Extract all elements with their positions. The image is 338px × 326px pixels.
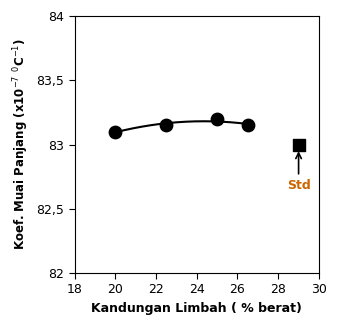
Point (214, 116, 220, 122)
Point (296, 142, 301, 147)
X-axis label: Kandungan Limbah ( % berat): Kandungan Limbah ( % berat) (91, 302, 302, 315)
Point (164, 123, 169, 128)
Text: Std: Std (287, 179, 311, 192)
Y-axis label: Koef. Muai Panjang (x10$^{-7}$ $^0$C$^{-1}$): Koef. Muai Panjang (x10$^{-7}$ $^0$C$^{-… (11, 38, 31, 250)
Point (113, 129, 118, 134)
Point (245, 123, 250, 128)
